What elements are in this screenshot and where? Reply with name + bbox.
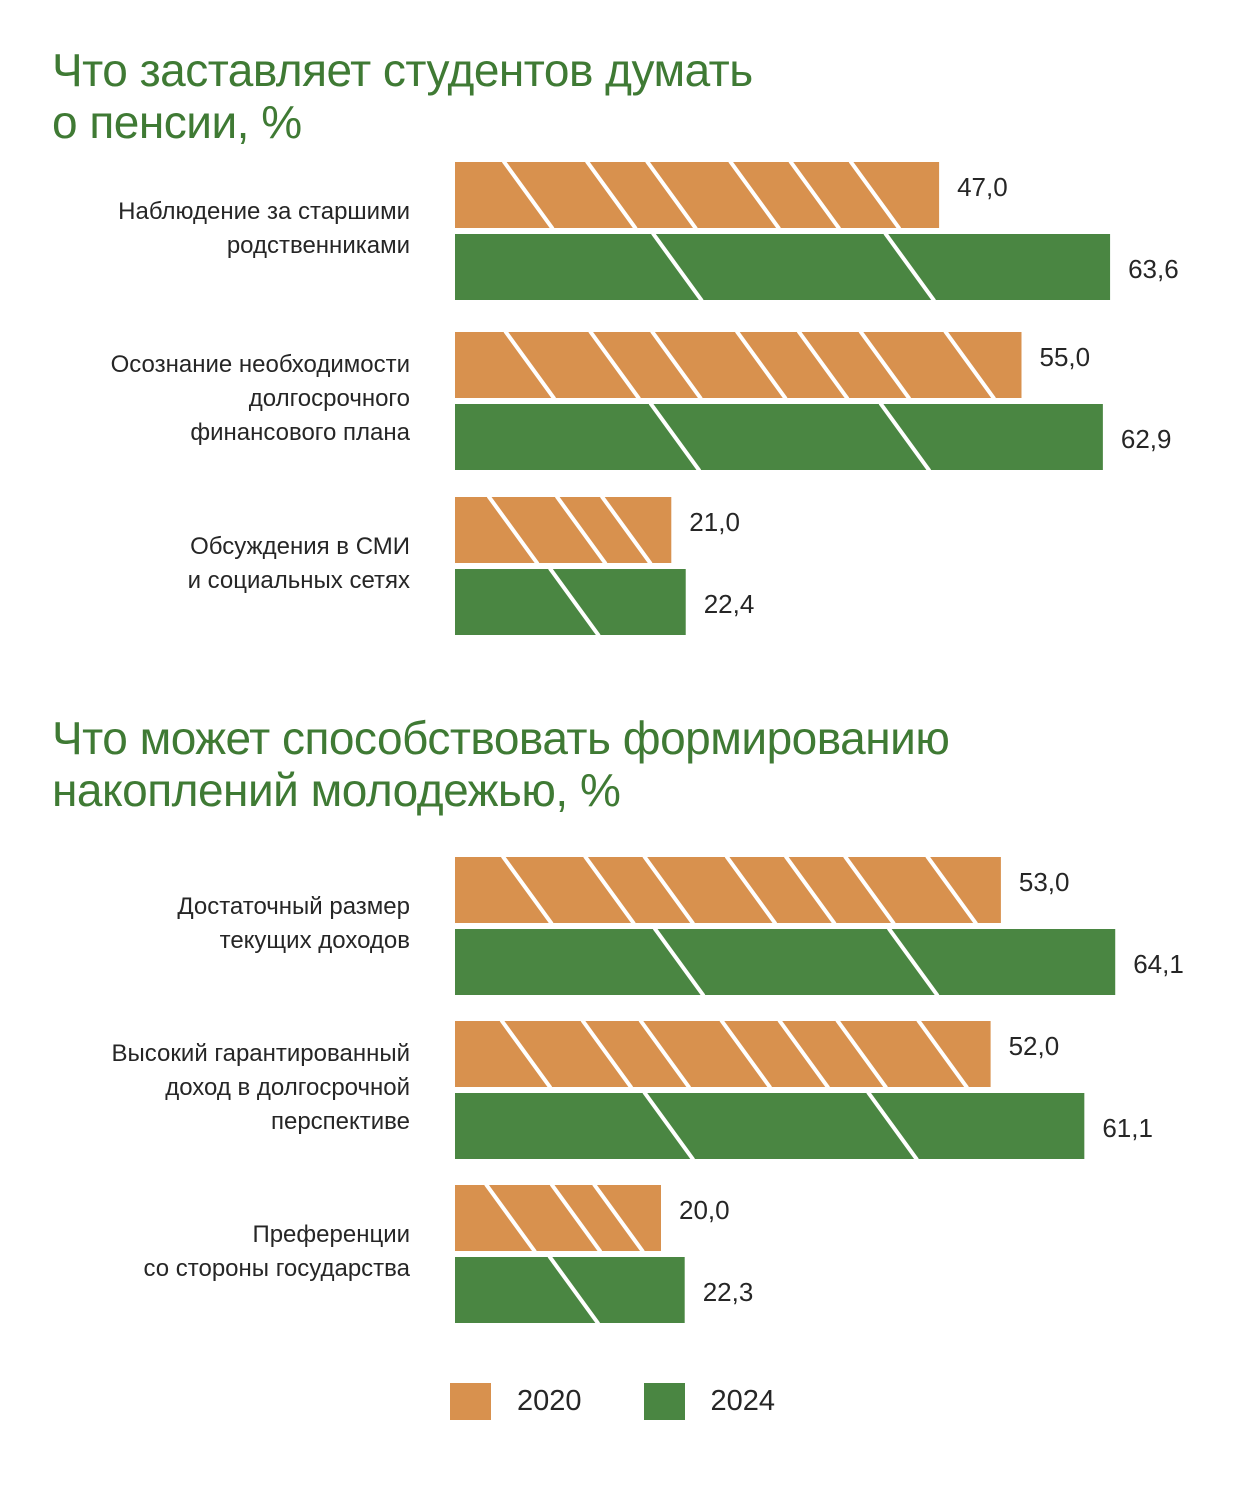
chart-2-title: Что может способствовать формированию на… — [52, 712, 950, 816]
legend-label-2024: 2024 — [710, 1385, 776, 1417]
category-label: Осознание необходимости долгосрочного фина… — [111, 348, 410, 450]
value-label-2020: 55,0 — [1039, 342, 1091, 372]
bar-hatch — [642, 1093, 919, 1159]
chart-2-title-line: накоплений молодежью, % — [52, 764, 621, 816]
value-label-2024: 62,9 — [1120, 424, 1172, 454]
chart-1-title-line: Что заставляет студентов думать — [52, 44, 753, 96]
category-label-line: долгосрочного — [248, 385, 410, 412]
bar-2024 — [455, 234, 1111, 300]
value-label-2020: 47,0 — [957, 172, 1008, 202]
category-label-line: Достаточный размер — [177, 893, 410, 920]
bar-hatch — [487, 497, 653, 563]
bar-2024 — [455, 929, 1116, 995]
value-label-2024: 22,4 — [703, 589, 755, 619]
bar-hatch — [648, 404, 931, 470]
bar-2024 — [455, 404, 1103, 470]
bar-hatch — [653, 929, 940, 995]
legend-label-2020: 2020 — [517, 1385, 582, 1417]
category-label-line: Осознание необходимости — [110, 351, 410, 378]
legend-item-2020: 2020 — [450, 1383, 582, 1420]
bar-hatch — [651, 234, 936, 300]
bar-2020 — [455, 1021, 991, 1087]
bar-hatch — [547, 1257, 600, 1323]
value-label-2024: 64,1 — [1133, 949, 1184, 979]
category-label-line: и социальных сетях — [187, 567, 410, 594]
legend-swatch-2024 — [643, 1383, 685, 1420]
bar-hatch — [499, 1021, 969, 1087]
bar-2024 — [455, 569, 686, 635]
value-label-2024: 61,1 — [1102, 1113, 1153, 1143]
category-label-line: Высокий гарантированный — [111, 1040, 410, 1067]
legend-item-2024: 2024 — [643, 1383, 776, 1420]
chart-2-title-line: Что может способствовать формированию — [52, 712, 950, 764]
category-label: Обсуждения в СМИ и социальных сетях — [188, 530, 410, 598]
legend: 2020 2024 — [450, 1383, 837, 1420]
category-label-line: Обсуждения в СМИ — [190, 533, 410, 560]
bar-hatch — [501, 857, 978, 923]
category-label-line: Преференции — [252, 1221, 410, 1248]
category-label-line: текущих доходов — [219, 927, 410, 954]
category-label: Достаточный размер текущих доходов — [177, 890, 410, 958]
bar-2024 — [455, 1257, 685, 1323]
category-label-line: доход в долгосрочной — [165, 1074, 410, 1101]
bar-hatch — [484, 1185, 645, 1251]
category-label: Наблюдение за старшими родственниками — [118, 195, 410, 263]
bar-hatch — [503, 332, 996, 398]
value-label-2024: 63,6 — [1128, 254, 1179, 284]
category-label-line: родственниками — [226, 232, 410, 259]
chart-1-title-line: о пенсии, % — [52, 96, 302, 148]
bar-hatch — [502, 162, 901, 228]
category-label: Высокий гарантированный доход в долгосроч… — [112, 1037, 410, 1139]
category-label-line: финансового плана — [190, 419, 410, 446]
category-label: Преференции со стороны государства — [143, 1218, 410, 1286]
bar-hatch — [548, 569, 601, 635]
category-label-line: Наблюдение за старшими — [118, 198, 410, 225]
bar-2020 — [455, 332, 1022, 398]
bar-2024 — [455, 1093, 1085, 1159]
bar-2020 — [455, 857, 1001, 923]
category-label-line: перспективе — [270, 1108, 410, 1135]
value-label-2020: 53,0 — [1018, 867, 1070, 897]
value-label-2024: 22,3 — [702, 1277, 754, 1307]
chart-1-title: Что заставляет студентов думать о пенсии… — [52, 44, 753, 148]
legend-swatch-2020 — [450, 1383, 491, 1420]
value-label-2020: 20,0 — [679, 1195, 730, 1225]
value-label-2020: 21,0 — [689, 507, 740, 537]
category-label-line: со стороны государства — [143, 1255, 410, 1282]
value-label-2020: 52,0 — [1008, 1031, 1060, 1061]
